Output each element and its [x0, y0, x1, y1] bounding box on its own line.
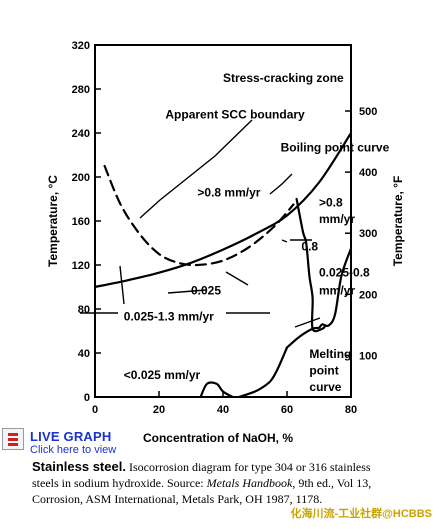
annotation-label: Apparent SCC boundary: [165, 107, 305, 121]
annotation-label: Stress-cracking zone: [223, 71, 344, 85]
series-line-2: [285, 247, 353, 349]
caption-line1: Isocorrosion diagram for type 304 or 316…: [125, 460, 371, 474]
leader-line: [167, 289, 207, 294]
left-tick-label: 240: [72, 128, 90, 140]
live-graph-link[interactable]: LIVE GRAPH Click here to view: [2, 428, 130, 458]
annotation-label: 0.8: [301, 239, 318, 253]
annotation-label: Melting: [309, 347, 351, 361]
annotation-label: 0.025: [191, 283, 221, 297]
watermark-text: 化海川流-工业社群@HCBBS: [290, 508, 432, 520]
annotation-label: 0.025-0.8: [319, 266, 370, 280]
series-line-0: [93, 131, 353, 289]
annotation-label: mm/yr: [319, 212, 355, 226]
caption-line4: Corrosion, ASM International, Metals Par…: [32, 492, 323, 506]
x-tick-label: 80: [345, 404, 357, 416]
leader-line: [139, 119, 253, 219]
leader-line: [119, 265, 125, 305]
x-axis-title: Concentration of NaOH, %: [143, 431, 293, 445]
annotation-label: mm/yr: [319, 283, 355, 297]
caption-line2: steels in sodium hydroxide. Source:: [32, 476, 207, 490]
figure-caption: Stainless steel. Isocorrosion diagram fo…: [32, 459, 436, 507]
live-graph-subtitle[interactable]: Click here to view: [30, 444, 117, 456]
y-axis-left-title: Temperature, °C: [46, 175, 60, 267]
leader-line: [294, 317, 321, 328]
series-line-4: [199, 381, 234, 399]
plot-frame: [94, 44, 352, 398]
series-layer: [93, 131, 353, 399]
x-tick-label: 20: [153, 404, 165, 416]
caption-source-title: Metals Handbook: [206, 476, 293, 490]
left-tick-label: 0: [84, 392, 90, 404]
leader-line: [225, 271, 249, 286]
left-tick-label: 80: [78, 304, 90, 316]
left-tick-label: 320: [72, 40, 90, 52]
left-tick-label: 120: [72, 260, 90, 272]
leader-lines: [80, 119, 321, 328]
series-line-1: [103, 164, 295, 267]
caption-line3: , 9th ed., Vol 13,: [292, 476, 372, 490]
leader-line: [281, 239, 288, 243]
y-axis-right-title: Temperature, °F: [391, 176, 405, 267]
annotation-label: curve: [309, 380, 341, 394]
right-axis-ticks: 100 200 300 400 500: [345, 106, 377, 362]
left-tick-label: 40: [78, 348, 90, 360]
x-tick-label: 0: [92, 404, 98, 416]
left-tick-label: 200: [72, 172, 90, 184]
annotation-label: <0.025 mm/yr: [124, 368, 201, 382]
annotation-label: 0.025-1.3 mm/yr: [124, 310, 214, 324]
annotation-label: point: [309, 364, 338, 378]
right-tick-label: 100: [359, 350, 377, 362]
live-graph-icon[interactable]: [2, 428, 24, 450]
annotation-layer: Stress-cracking zone Apparent SCC boundar…: [124, 71, 390, 394]
left-axis-ticks: 0 40 80 120 160 200 240 280 320: [72, 40, 101, 404]
annotation-label: >0.8: [319, 195, 343, 209]
right-tick-label: 300: [359, 228, 377, 240]
right-tick-label: 500: [359, 106, 377, 118]
x-axis-ticks: 0 20 40 60 80: [92, 391, 357, 416]
left-tick-label: 160: [72, 216, 90, 228]
series-line-3: [295, 197, 327, 333]
annotation-label: >0.8 mm/yr: [197, 185, 260, 199]
x-tick-label: 40: [217, 404, 229, 416]
live-graph-title[interactable]: LIVE GRAPH: [30, 429, 112, 444]
annotation-label: Boiling point curve: [281, 140, 390, 154]
right-tick-label: 400: [359, 167, 377, 179]
caption-lead: Stainless steel.: [32, 459, 126, 474]
left-tick-label: 280: [72, 84, 90, 96]
right-tick-label: 200: [359, 289, 377, 301]
leader-line: [269, 173, 293, 195]
x-tick-label: 60: [281, 404, 293, 416]
series-line-5: [237, 346, 289, 399]
